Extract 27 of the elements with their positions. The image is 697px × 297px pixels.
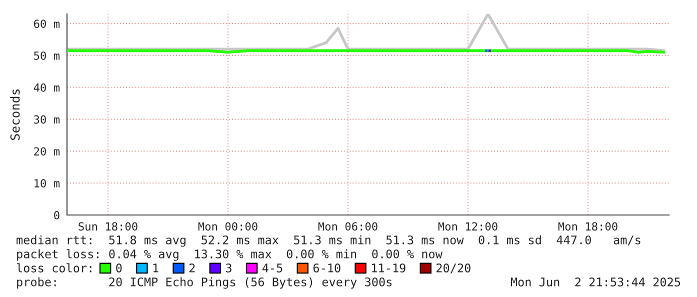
legend-label: 1 [153, 264, 158, 272]
y-tick-label: 10 m [34, 179, 60, 188]
text: probe: 20 ICMP Echo Pings (56 Bytes) every 300s [17, 277, 392, 289]
line-series [67, 14, 666, 52]
x-tick-label: Mon 18:00 [558, 222, 618, 231]
x-tick-label: Mon 12:00 [438, 222, 498, 231]
text: packet loss: 0.04 % avg 13.30 % max 0.00 % min 0.00 % now [17, 249, 442, 261]
y-tick-label: 40 m [34, 83, 60, 92]
x-tick-label: Sun 18:00 [78, 222, 138, 231]
y-tick-label: 50 m [34, 51, 60, 60]
y-tick-label: 60 m [34, 20, 60, 28]
legend-label: 4-5 [262, 264, 282, 272]
text: median rtt: 51.8 ms avg 52.2 ms max 51.3 ms min 51.3 ms now 0.1 ms sd 447.0 am/s [16, 235, 640, 247]
legend-label: 2 [189, 264, 195, 272]
y-tick-label: 30 m [34, 115, 60, 124]
text: Mon Jun 2 21:53:44 2025 [510, 278, 680, 286]
x-tick-label: Mon 06:00 [318, 222, 378, 231]
y-tick-label: 20 m [34, 147, 60, 156]
legend-label: 11-19 [372, 264, 406, 272]
y-tick-label: 0 [54, 211, 60, 220]
legend-title: loss color: [16, 263, 92, 272]
legend-label: 6-10 [313, 264, 340, 272]
x-tick-label: Mon 00:00 [198, 222, 258, 231]
legend-label: 20/20 [436, 264, 470, 274]
y-axis-title: Seconds [10, 89, 20, 140]
legend-label: 0 [116, 264, 122, 272]
legend-label: 3 [226, 264, 232, 272]
